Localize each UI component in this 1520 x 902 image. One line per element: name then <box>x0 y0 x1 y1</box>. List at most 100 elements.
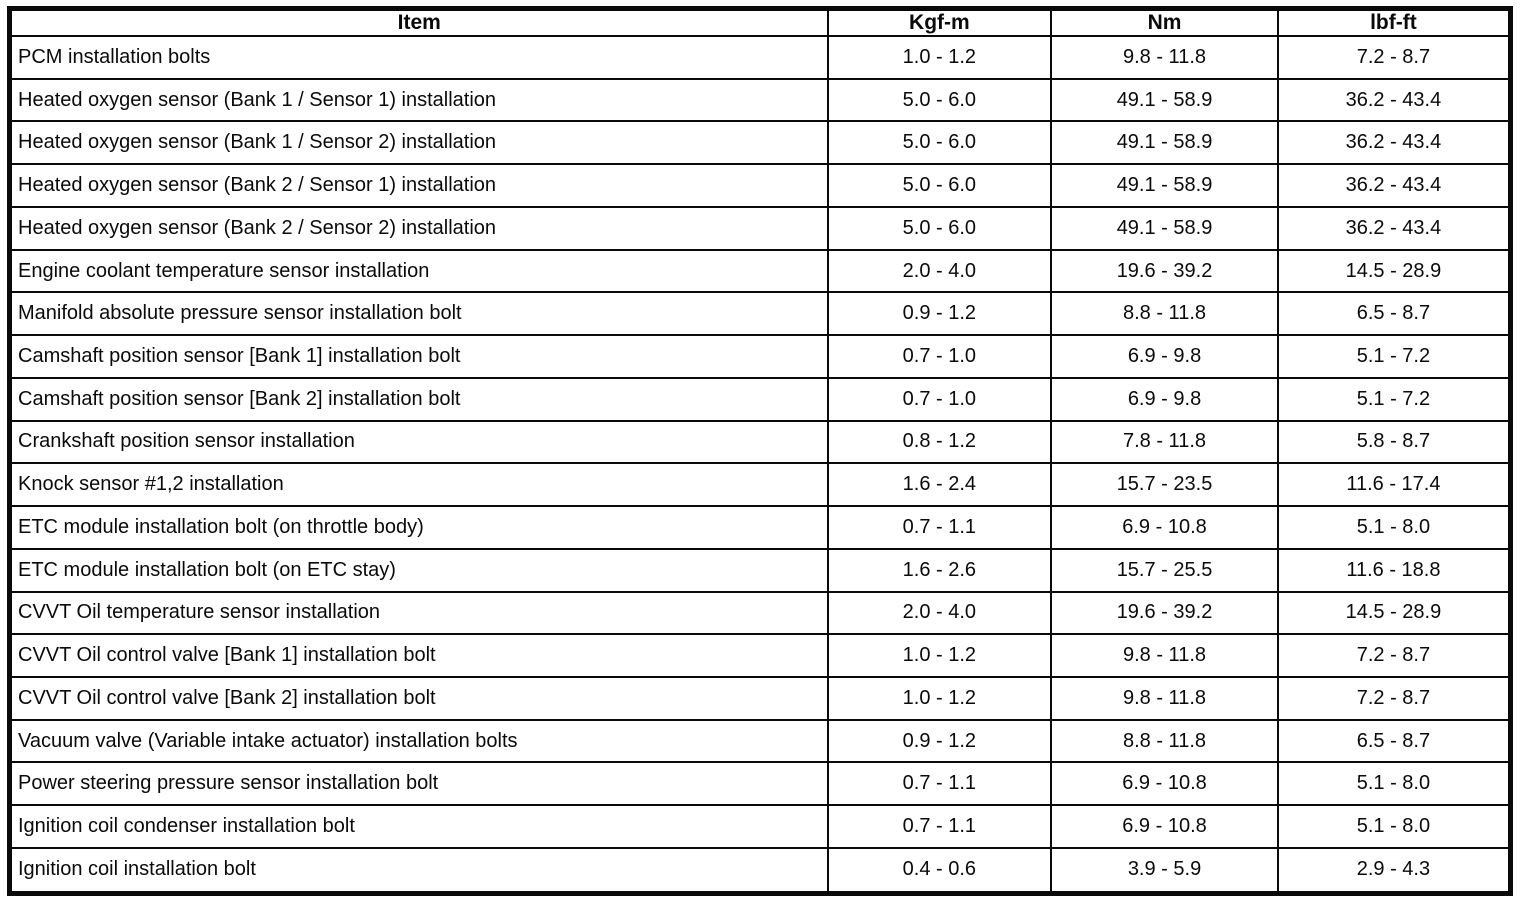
item-cell: ETC module installation bolt (on ETC sta… <box>8 547 829 593</box>
lbf-ft-cell: 36.2 - 43.4 <box>1276 205 1512 251</box>
item-cell: Heated oxygen sensor (Bank 1 / Sensor 1)… <box>8 77 829 123</box>
item-cell: PCM installation bolts <box>8 35 829 80</box>
kgf-m-cell: 5.0 - 6.0 <box>826 120 1053 166</box>
torque-spec-table: Item Kgf-m Nm lbf-ft PCM installation bo… <box>7 6 1513 896</box>
lbf-ft-cell: 14.5 - 28.9 <box>1276 590 1512 636</box>
item-cell: CVVT Oil temperature sensor installation <box>8 590 829 636</box>
table-row: Crankshaft position sensor installation 0… <box>8 419 1512 465</box>
nm-cell: 6.9 - 9.8 <box>1050 376 1279 422</box>
table-row: ETC module installation bolt (on ETC sta… <box>8 547 1512 593</box>
nm-cell: 6.9 - 10.8 <box>1050 505 1279 550</box>
nm-cell: 6.9 - 10.8 <box>1050 761 1279 807</box>
nm-cell: 8.8 - 11.8 <box>1050 291 1279 337</box>
kgf-m-cell: 1.6 - 2.6 <box>826 547 1053 593</box>
table-row: Power steering pressure sensor installat… <box>8 761 1512 807</box>
lbf-ft-cell: 5.1 - 8.0 <box>1276 804 1512 849</box>
nm-cell: 15.7 - 25.5 <box>1050 547 1279 593</box>
lbf-ft-cell: 2.9 - 4.3 <box>1276 846 1512 895</box>
lbf-ft-cell: 5.1 - 8.0 <box>1276 761 1512 807</box>
table-body: PCM installation bolts 1.0 - 1.2 9.8 - 11.… <box>8 35 1512 895</box>
lbf-ft-cell: 36.2 - 43.4 <box>1276 163 1512 208</box>
item-cell: Power steering pressure sensor installat… <box>8 761 829 807</box>
table-row: Camshaft position sensor [Bank 1] instal… <box>8 334 1512 379</box>
item-cell: CVVT Oil control valve [Bank 2] installa… <box>8 676 829 721</box>
item-cell: Ignition coil installation bolt <box>8 846 829 895</box>
nm-cell: 19.6 - 39.2 <box>1050 590 1279 636</box>
lbf-ft-cell: 11.6 - 18.8 <box>1276 547 1512 593</box>
table-row: Heated oxygen sensor (Bank 2 / Sensor 1)… <box>8 163 1512 208</box>
nm-cell: 9.8 - 11.8 <box>1050 633 1279 679</box>
lbf-ft-cell: 6.5 - 8.7 <box>1276 291 1512 337</box>
kgf-m-cell: 0.9 - 1.2 <box>826 718 1053 764</box>
item-cell: Knock sensor #1,2 installation <box>8 462 829 508</box>
kgf-m-cell: 2.0 - 4.0 <box>826 590 1053 636</box>
table-row: CVVT Oil temperature sensor installation… <box>8 590 1512 636</box>
column-header-nm: Nm <box>1050 7 1279 37</box>
kgf-m-cell: 0.7 - 1.1 <box>826 505 1053 550</box>
kgf-m-cell: 0.7 - 1.1 <box>826 804 1053 849</box>
kgf-m-cell: 5.0 - 6.0 <box>826 163 1053 208</box>
table-row: Vacuum valve (Variable intake actuator) … <box>8 718 1512 764</box>
nm-cell: 6.9 - 10.8 <box>1050 804 1279 849</box>
kgf-m-cell: 1.0 - 1.2 <box>826 676 1053 721</box>
item-cell: ETC module installation bolt (on throttl… <box>8 505 829 550</box>
kgf-m-cell: 0.8 - 1.2 <box>826 419 1053 465</box>
item-cell: Heated oxygen sensor (Bank 2 / Sensor 2)… <box>8 205 829 251</box>
lbf-ft-cell: 7.2 - 8.7 <box>1276 676 1512 721</box>
kgf-m-cell: 1.0 - 1.2 <box>826 35 1053 80</box>
nm-cell: 19.6 - 39.2 <box>1050 248 1279 294</box>
item-cell: Heated oxygen sensor (Bank 1 / Sensor 2)… <box>8 120 829 166</box>
item-cell: Manifold absolute pressure sensor instal… <box>8 291 829 337</box>
kgf-m-cell: 1.0 - 1.2 <box>826 633 1053 679</box>
nm-cell: 9.8 - 11.8 <box>1050 35 1279 80</box>
nm-cell: 15.7 - 23.5 <box>1050 462 1279 508</box>
column-header-item: Item <box>8 7 829 37</box>
kgf-m-cell: 0.7 - 1.0 <box>826 376 1053 422</box>
nm-cell: 49.1 - 58.9 <box>1050 205 1279 251</box>
table-row: Ignition coil condenser installation bol… <box>8 804 1512 849</box>
table-row: Heated oxygen sensor (Bank 2 / Sensor 2)… <box>8 205 1512 251</box>
item-cell: Camshaft position sensor [Bank 2] instal… <box>8 376 829 422</box>
kgf-m-cell: 5.0 - 6.0 <box>826 77 1053 123</box>
table-row: Engine coolant temperature sensor instal… <box>8 248 1512 294</box>
column-header-lbf-ft: lbf-ft <box>1276 7 1512 37</box>
item-cell: Crankshaft position sensor installation <box>8 419 829 465</box>
table-row: CVVT Oil control valve [Bank 1] installa… <box>8 633 1512 679</box>
nm-cell: 9.8 - 11.8 <box>1050 676 1279 721</box>
lbf-ft-cell: 7.2 - 8.7 <box>1276 35 1512 80</box>
lbf-ft-cell: 36.2 - 43.4 <box>1276 120 1512 166</box>
lbf-ft-cell: 7.2 - 8.7 <box>1276 633 1512 679</box>
nm-cell: 8.8 - 11.8 <box>1050 718 1279 764</box>
lbf-ft-cell: 6.5 - 8.7 <box>1276 718 1512 764</box>
item-cell: Heated oxygen sensor (Bank 2 / Sensor 1)… <box>8 163 829 208</box>
table-row: ETC module installation bolt (on throttl… <box>8 505 1512 550</box>
table-row: Ignition coil installation bolt 0.4 - 0.6… <box>8 846 1512 895</box>
nm-cell: 7.8 - 11.8 <box>1050 419 1279 465</box>
item-cell: CVVT Oil control valve [Bank 1] installa… <box>8 633 829 679</box>
nm-cell: 49.1 - 58.9 <box>1050 163 1279 208</box>
kgf-m-cell: 0.7 - 1.1 <box>826 761 1053 807</box>
kgf-m-cell: 0.7 - 1.0 <box>826 334 1053 379</box>
item-cell: Vacuum valve (Variable intake actuator) … <box>8 718 829 764</box>
column-header-kgf-m: Kgf-m <box>826 7 1053 37</box>
lbf-ft-cell: 14.5 - 28.9 <box>1276 248 1512 294</box>
table-row: Knock sensor #1,2 installation 1.6 - 2.4 1… <box>8 462 1512 508</box>
table-row: Heated oxygen sensor (Bank 1 / Sensor 1)… <box>8 77 1512 123</box>
table-row: CVVT Oil control valve [Bank 2] installa… <box>8 676 1512 721</box>
nm-cell: 49.1 - 58.9 <box>1050 77 1279 123</box>
table-header-row: Item Kgf-m Nm lbf-ft <box>8 7 1512 37</box>
lbf-ft-cell: 36.2 - 43.4 <box>1276 77 1512 123</box>
kgf-m-cell: 5.0 - 6.0 <box>826 205 1053 251</box>
nm-cell: 49.1 - 58.9 <box>1050 120 1279 166</box>
item-cell: Camshaft position sensor [Bank 1] instal… <box>8 334 829 379</box>
lbf-ft-cell: 5.1 - 8.0 <box>1276 505 1512 550</box>
table-row: PCM installation bolts 1.0 - 1.2 9.8 - 11.… <box>8 35 1512 80</box>
nm-cell: 6.9 - 9.8 <box>1050 334 1279 379</box>
table-row: Manifold absolute pressure sensor instal… <box>8 291 1512 337</box>
kgf-m-cell: 0.9 - 1.2 <box>826 291 1053 337</box>
kgf-m-cell: 1.6 - 2.4 <box>826 462 1053 508</box>
lbf-ft-cell: 5.1 - 7.2 <box>1276 334 1512 379</box>
kgf-m-cell: 0.4 - 0.6 <box>826 846 1053 895</box>
table-row: Heated oxygen sensor (Bank 1 / Sensor 2)… <box>8 120 1512 166</box>
